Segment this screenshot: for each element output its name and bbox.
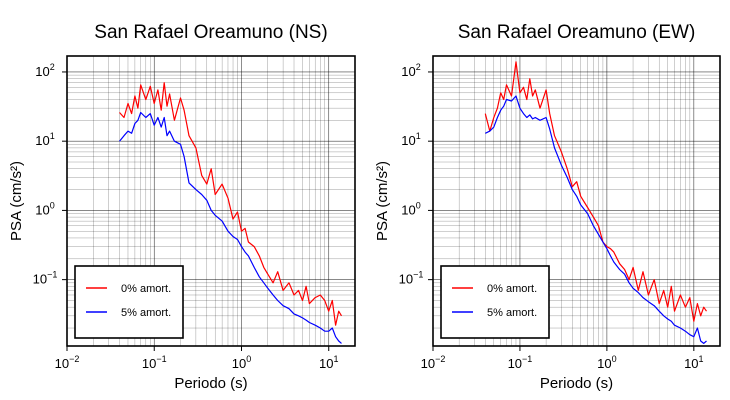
- y-tick-label: 101: [35, 131, 54, 148]
- series-line-undamped: [484, 61, 707, 322]
- x-tick-label: 10−2: [55, 354, 80, 371]
- x-axis-label: Periodo (s): [540, 375, 613, 392]
- y-tick-label: 10−1: [33, 270, 58, 287]
- x-tick-label: 100: [597, 354, 616, 371]
- legend-label: 5% amort.: [487, 307, 537, 319]
- x-tick-label: 10−1: [142, 354, 167, 371]
- legend-box: [74, 265, 184, 339]
- y-axis-label: PSA (cm/s²): [374, 161, 391, 241]
- chart-title: San Rafael Oreamuno (EW): [458, 22, 696, 43]
- y-tick-label: 101: [401, 131, 420, 148]
- x-axis-label: Periodo (s): [174, 375, 247, 392]
- legend-label: 0% amort.: [487, 283, 537, 295]
- x-tick-label: 10−1: [508, 354, 533, 371]
- x-tick-label: 101: [684, 354, 703, 371]
- chart-panel-ew: 10−2 10−1 100 101 10−1 100 101 102 San Rafael Or…: [374, 22, 721, 392]
- y-tick-label: 100: [35, 200, 54, 217]
- series-line-damped: [485, 95, 707, 344]
- y-tick-label: 100: [401, 200, 420, 217]
- y-tick-label: 102: [401, 62, 420, 79]
- legend-label: 0% amort.: [121, 283, 171, 295]
- legend-box: [440, 265, 550, 339]
- legend: 0% amort. 5% amort.: [74, 265, 184, 339]
- series-line-undamped: [119, 82, 343, 326]
- x-tick-label: 100: [232, 354, 251, 371]
- y-axis-label: PSA (cm/s²): [8, 161, 25, 241]
- series-line-damped: [119, 111, 342, 344]
- grid: [432, 56, 721, 346]
- legend-label: 5% amort.: [121, 307, 171, 319]
- plot-frame: [432, 55, 721, 347]
- legend: 0% amort. 5% amort.: [440, 265, 550, 339]
- y-tick-label: 102: [35, 62, 54, 79]
- plot-frame: [66, 55, 356, 347]
- y-tick-label: 10−1: [399, 270, 424, 287]
- chart-title: San Rafael Oreamuno (NS): [94, 22, 327, 43]
- chart-panel-ns: 10−2 10−1 100 101 10−1 100 101 102 San Rafael Or…: [8, 22, 356, 392]
- x-tick-label: 10−2: [421, 354, 446, 371]
- x-tick-label: 101: [319, 354, 338, 371]
